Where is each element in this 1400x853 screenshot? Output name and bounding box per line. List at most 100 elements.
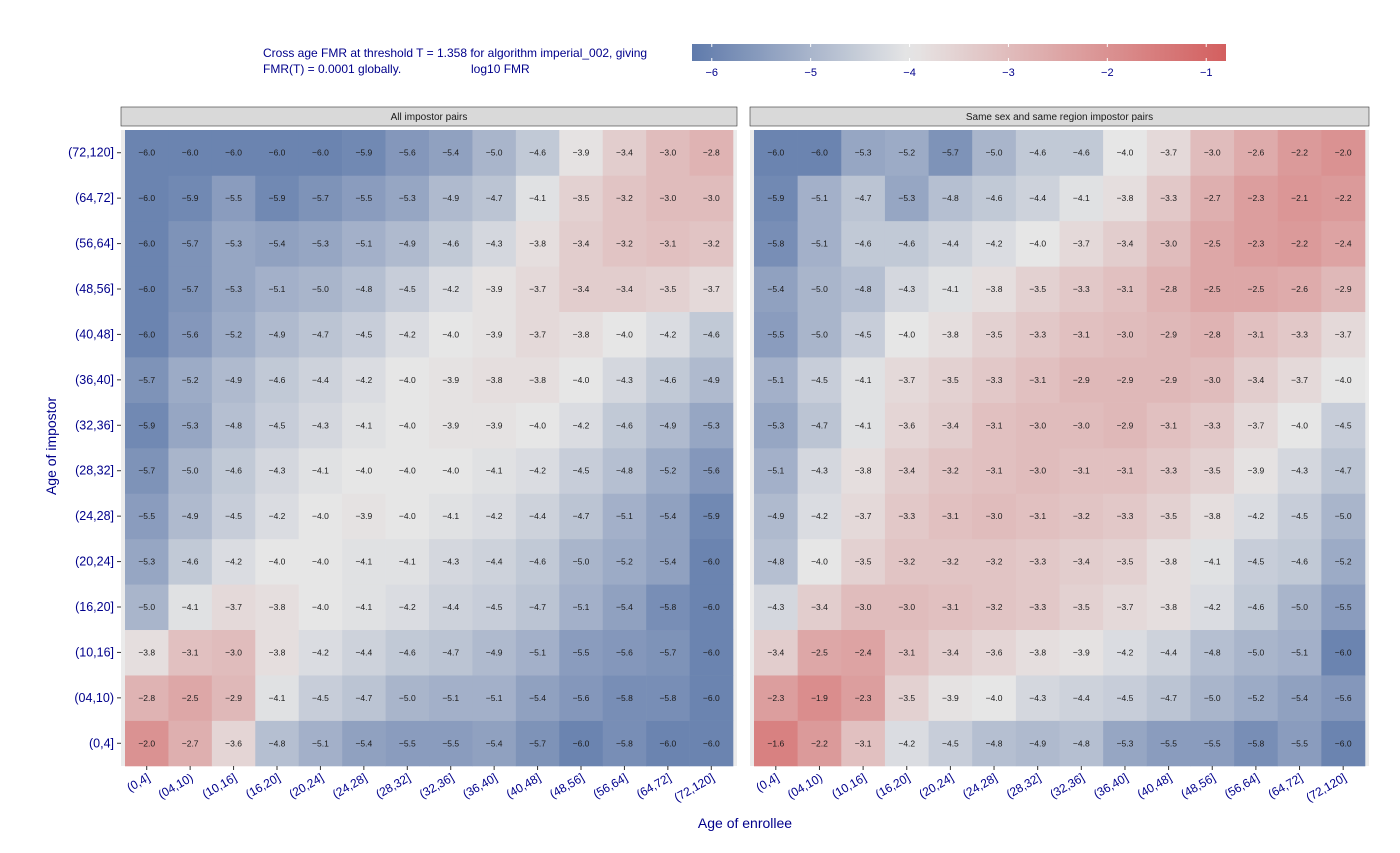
heatmap-cell — [515, 311, 560, 358]
cell-value-label: −3.4 — [616, 148, 633, 158]
cell-value-label: −6.0 — [703, 693, 720, 703]
cell-value-label: −4.1 — [182, 602, 199, 612]
heatmap-cell — [515, 720, 560, 767]
cell-value-label: −4.6 — [659, 375, 676, 385]
cell-value-label: −6.0 — [138, 239, 155, 249]
heatmap-cell — [472, 538, 517, 585]
cell-value-label: −4.5 — [486, 602, 503, 612]
cell-value-label: −4.2 — [486, 511, 503, 521]
cell-value-label: −4.5 — [573, 466, 590, 476]
cell-value-label: −4.5 — [1291, 511, 1308, 521]
cell-value-label: −4.2 — [659, 329, 676, 339]
cell-value-label: −3.7 — [855, 511, 872, 521]
cell-value-label: −5.7 — [312, 193, 329, 203]
cell-value-label: −5.8 — [767, 239, 784, 249]
heatmap-cell — [928, 584, 973, 631]
heatmap-cell — [1321, 402, 1366, 449]
cell-value-label: −3.0 — [1160, 239, 1177, 249]
heatmap-cell — [342, 402, 386, 449]
heatmap-cell — [689, 629, 734, 676]
heatmap-cell — [1015, 357, 1060, 403]
cell-value-label: −4.1 — [355, 557, 372, 567]
cell-value-label: −4.9 — [486, 647, 503, 657]
cell-value-label: −6.0 — [182, 148, 199, 158]
cell-value-label: −5.7 — [138, 375, 155, 385]
x-tick-label: (24,28] — [960, 770, 999, 801]
heatmap-cell — [342, 175, 386, 222]
heatmap-cell — [211, 493, 256, 540]
cell-value-label: −5.5 — [399, 738, 416, 748]
cell-value-label: −5.5 — [225, 193, 242, 203]
heatmap-cell — [385, 402, 430, 449]
heatmap-cell — [797, 538, 842, 585]
heatmap-cell — [928, 493, 973, 540]
x-tick-label: (28,32] — [1004, 770, 1043, 801]
cell-value-label: −4.0 — [399, 375, 416, 385]
heatmap-cell — [125, 266, 169, 313]
y-tick-label: (24,28] — [75, 509, 114, 523]
cell-value-label: −5.1 — [811, 239, 828, 249]
cell-value-label: −3.4 — [811, 602, 828, 612]
cell-value-label: −5.9 — [182, 193, 199, 203]
cell-value-label: −4.5 — [855, 329, 872, 339]
cell-value-label: −4.2 — [399, 329, 416, 339]
cell-value-label: −5.7 — [138, 466, 155, 476]
cell-value-label: −3.1 — [659, 239, 676, 249]
heatmap-cell — [255, 130, 300, 176]
y-tick-label: (20,24] — [75, 555, 114, 569]
heatmap-cell — [1146, 402, 1191, 449]
heatmap-cell — [972, 402, 1017, 449]
cell-value-label: −3.5 — [573, 193, 590, 203]
cell-value-label: −5.0 — [1204, 693, 1221, 703]
cell-value-label: −4.8 — [767, 557, 784, 567]
heatmap-cell — [342, 130, 386, 176]
x-tick-label: (04,10) — [785, 770, 825, 801]
heatmap-cell — [602, 220, 647, 267]
cell-value-label: −4.6 — [986, 193, 1003, 203]
cell-value-label: −3.7 — [1248, 420, 1265, 430]
x-tick-label: (32,36] — [1047, 770, 1086, 801]
heatmap-cell — [168, 357, 213, 403]
cell-value-label: −4.1 — [1204, 557, 1221, 567]
heatmap-cell — [646, 629, 690, 676]
cell-value-label: −5.3 — [225, 239, 242, 249]
heatmap-cell — [385, 357, 430, 403]
heatmap-cell — [1277, 266, 1322, 313]
x-tick-label: (36,40] — [460, 770, 499, 801]
cell-value-label: −3.8 — [855, 466, 872, 476]
cell-value-label: −3.0 — [659, 148, 676, 158]
heatmap-cell — [429, 220, 473, 267]
heatmap-cell — [1059, 675, 1104, 721]
heatmap-cell — [754, 402, 798, 449]
heatmap-cell — [928, 311, 973, 358]
cell-value-label: −4.6 — [1248, 602, 1265, 612]
caption-line-1: Cross age FMR at threshold T = 1.358 for… — [263, 46, 647, 60]
heatmap-cell — [1015, 720, 1060, 767]
heatmap-cell — [928, 720, 973, 767]
heatmap-cell — [1190, 675, 1235, 721]
heatmap-cell — [255, 357, 300, 403]
cell-value-label: −3.9 — [486, 420, 503, 430]
heatmap-cell — [298, 675, 343, 721]
heatmap-cell — [168, 311, 213, 358]
heatmap-cell — [1059, 311, 1104, 358]
cell-value-label: −4.0 — [399, 511, 416, 521]
heatmap-cell — [255, 311, 300, 358]
cell-value-label: −3.1 — [1160, 420, 1177, 430]
heatmap-cell — [689, 266, 734, 313]
x-tick-label: (0,4] — [754, 770, 782, 794]
heatmap-cell — [646, 720, 690, 767]
heatmap-cell — [1059, 493, 1104, 540]
heatmap-cell — [1234, 402, 1279, 449]
heatmap-cell — [211, 538, 256, 585]
cell-value-label: −4.9 — [182, 511, 199, 521]
cell-value-label: −4.0 — [442, 329, 459, 339]
cell-value-label: −3.1 — [942, 511, 959, 521]
cell-value-label: −4.5 — [269, 420, 286, 430]
cell-value-label: −4.2 — [355, 375, 372, 385]
cell-value-label: −2.9 — [1073, 375, 1090, 385]
cell-value-label: −6.0 — [138, 193, 155, 203]
heatmap-cell — [689, 220, 734, 267]
cell-value-label: −3.5 — [659, 284, 676, 294]
